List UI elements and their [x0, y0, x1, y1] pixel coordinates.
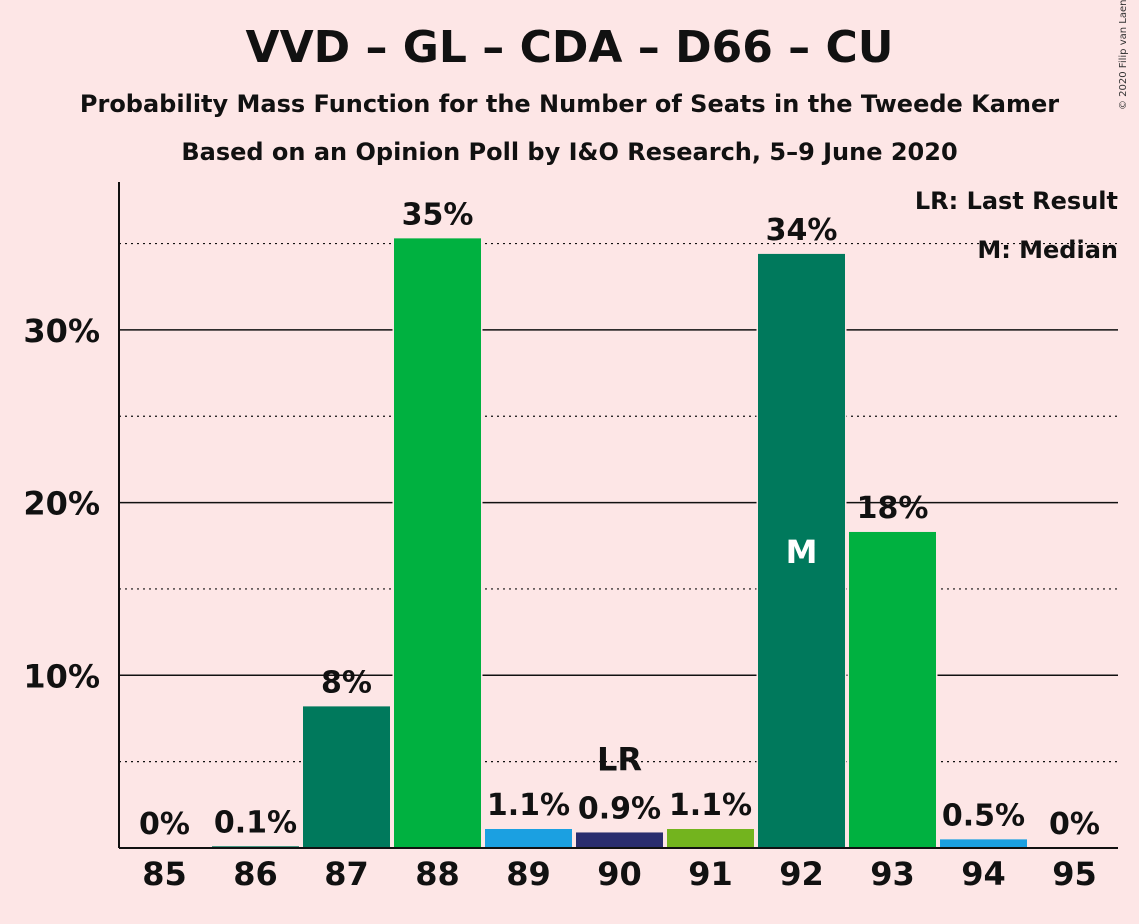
legend-last-result: LR: Last Result [915, 187, 1118, 215]
bar [394, 238, 481, 848]
chart-subtitle: Probability Mass Function for the Number… [79, 90, 1060, 118]
x-tick-label: 93 [870, 855, 915, 893]
legend-median: M: Median [977, 236, 1118, 264]
y-tick-label: 10% [23, 657, 100, 695]
bar [849, 531, 936, 848]
last-result-marker: LR [597, 740, 642, 778]
x-tick-label: 91 [688, 855, 733, 893]
bar-value-label: 35% [402, 197, 474, 232]
x-tick-label: 86 [233, 855, 278, 893]
x-tick-label: 85 [142, 855, 187, 893]
chart-title: VVD – GL – CDA – D66 – CU [245, 22, 894, 73]
x-tick-label: 87 [324, 855, 369, 893]
data-labels: 0% 85 0.1% 86 8% 87 35% 88 1.1% 89 0.9% 90 LR 1.1% 91 3… [139, 197, 1100, 893]
grid-lines: 10% 20% 30% [23, 242, 1118, 763]
x-tick-label: 94 [961, 855, 1006, 893]
bar-value-label: 0% [1049, 807, 1100, 842]
x-tick-label: 90 [597, 855, 642, 893]
y-tick-label: 30% [23, 312, 100, 350]
chart-source-subtitle: Based on an Opinion Poll by I&O Research… [181, 138, 958, 166]
bar [667, 829, 754, 848]
bar-value-label: 34% [766, 213, 838, 248]
axes [118, 182, 1118, 849]
y-tick-label: 20% [23, 485, 100, 523]
x-tick-label: 89 [506, 855, 551, 893]
bar [576, 832, 663, 848]
bars [210, 236, 1029, 849]
bar-value-label: 8% [321, 665, 372, 700]
bar-value-label: 0.1% [214, 805, 297, 840]
bar-value-label: 18% [857, 491, 929, 526]
median-marker: M [786, 533, 818, 571]
x-tick-label: 92 [779, 855, 824, 893]
bar-value-label: 0.5% [942, 798, 1025, 833]
bar-value-label: 1.1% [669, 788, 752, 823]
bar [303, 706, 390, 848]
bar-gap [210, 844, 301, 848]
x-tick-label: 95 [1052, 855, 1097, 893]
bar [485, 829, 572, 848]
bar [940, 839, 1027, 848]
x-tick-label: 88 [415, 855, 460, 893]
bar [758, 253, 845, 849]
bar-value-label: 0.9% [578, 791, 661, 826]
bar-value-label: 0% [139, 807, 190, 842]
bar-value-label: 1.1% [487, 788, 570, 823]
